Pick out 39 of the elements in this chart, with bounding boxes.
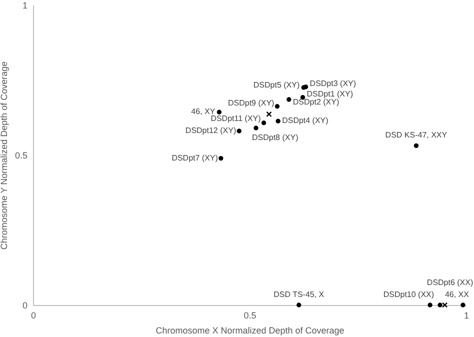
annotation: DSDpt6 (XX) — [426, 278, 474, 287]
y-tick-label: 0.5 — [14, 150, 28, 160]
annotation: DSDpt11 (XY) — [210, 114, 262, 123]
annotation: 46, XX — [444, 290, 470, 299]
annotation: DSD TS-45, X — [274, 290, 325, 299]
y-tick-label: 1 — [22, 0, 28, 10]
annotation: DSDpt9 (XY) — [228, 98, 275, 108]
annotation: DSDpt1 (XY) — [306, 89, 354, 98]
annotation: 46, XY — [191, 107, 216, 116]
point — [266, 111, 272, 118]
point — [254, 126, 258, 130]
point — [442, 302, 448, 308]
point — [236, 128, 242, 134]
y-axis-title: Chromosome Y Normalized Depth of Coverage — [0, 61, 9, 250]
annotation: DSDpt7 (XY) — [172, 153, 218, 162]
y-tick-label: 0 — [22, 300, 28, 310]
point — [414, 143, 419, 148]
annotation: DSDpt10 (XX) — [383, 290, 434, 299]
x-tick-label: 1 — [464, 310, 470, 320]
point — [296, 302, 302, 308]
point — [460, 302, 466, 308]
annotation: DSDpt12 (XY) — [185, 126, 236, 135]
point — [218, 156, 224, 161]
x-tick-label: 0.5 — [244, 310, 256, 320]
annotation: DSDpt8 (XY) — [252, 133, 299, 142]
annotation: DSDpt2 (XY) — [292, 98, 340, 106]
point — [438, 302, 442, 308]
point — [428, 302, 432, 308]
point — [286, 97, 292, 102]
x-tick-label: 0 — [30, 310, 36, 320]
point — [274, 104, 280, 109]
x-axis-title: Chromosome X Normalized Depth of Coverage — [156, 326, 344, 336]
annotation: DSDpt5 (XY) — [253, 80, 300, 90]
point — [216, 110, 222, 114]
point — [261, 120, 266, 126]
annotation: DSDpt3 (XY) — [310, 78, 356, 88]
annotation: DSDpt4 (XY) — [282, 116, 329, 126]
point — [276, 118, 280, 124]
annotation: DSD KS-47, XXY — [385, 130, 448, 140]
